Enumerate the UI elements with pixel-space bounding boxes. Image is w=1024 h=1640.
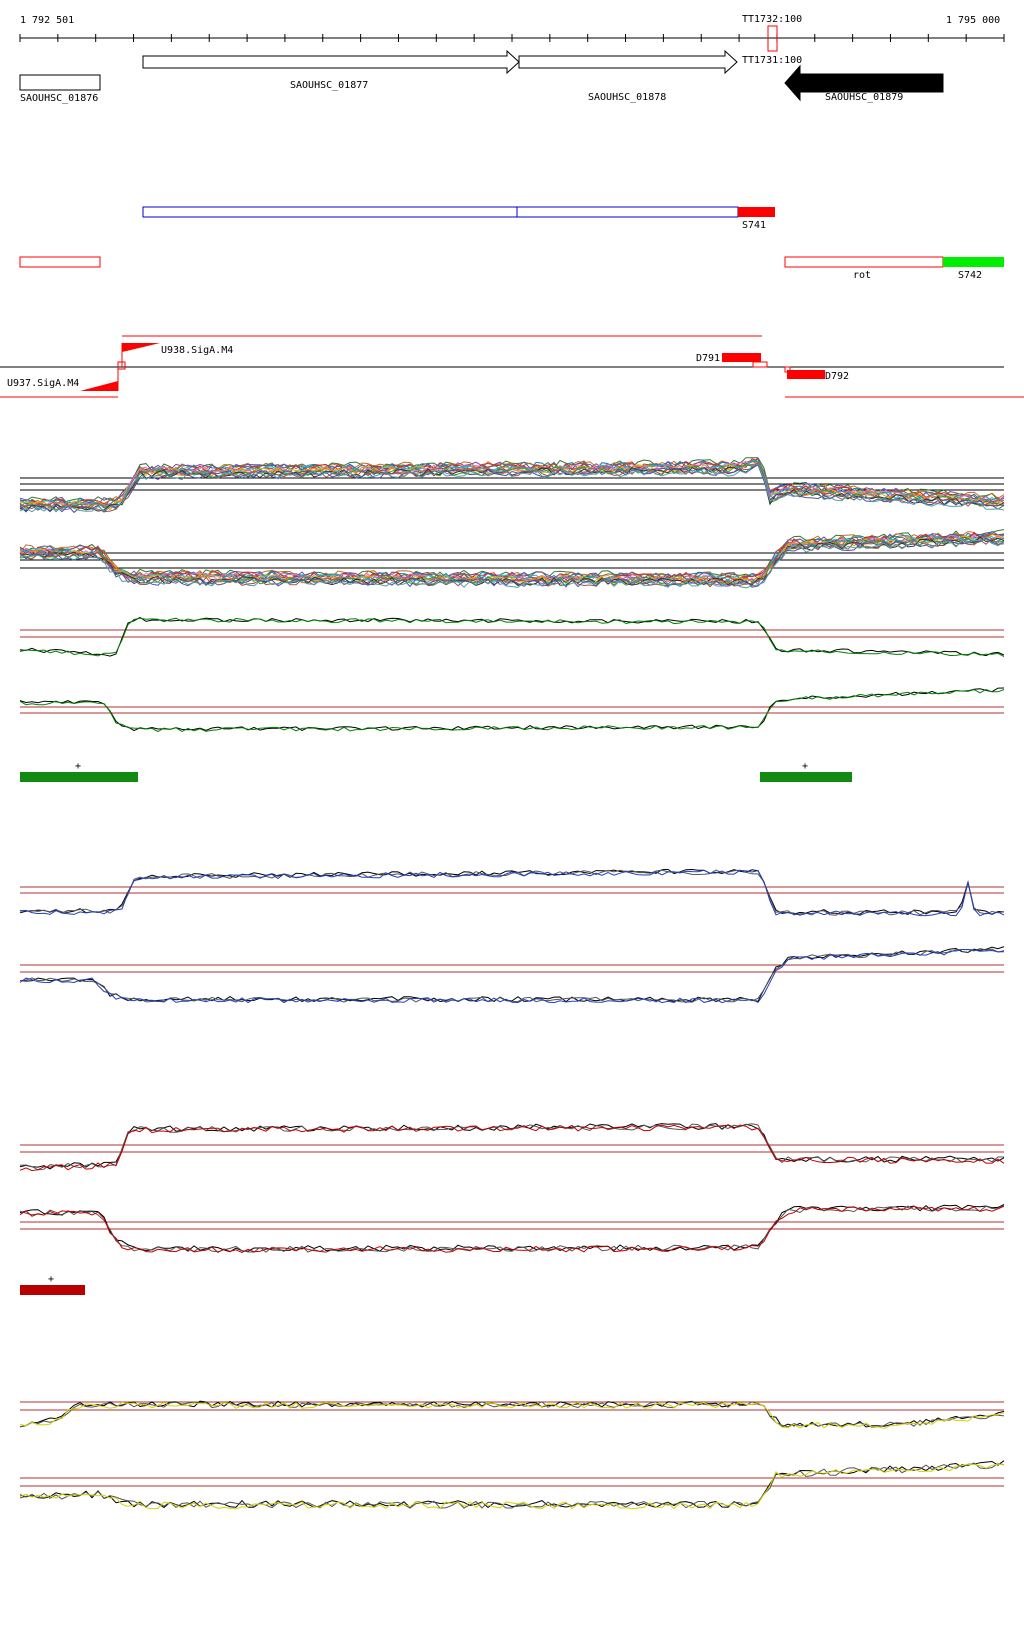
series-line [19, 1460, 1005, 1509]
segment-track: S741 rot S742 [19, 206, 1004, 281]
segment-s742[interactable] [943, 257, 1004, 267]
series-line [19, 1203, 1005, 1253]
segment-s741[interactable] [738, 207, 775, 217]
track-red-plus [19, 1123, 1005, 1172]
series-line [19, 949, 1005, 1004]
segment-red-left[interactable] [19, 256, 101, 268]
promoter-label-u937: U937.SigA.M4 [7, 378, 79, 389]
series-line [19, 1205, 1005, 1253]
segment-blue[interactable] [142, 206, 739, 218]
terminator-label-tt1732: TT1732:100 [742, 14, 802, 25]
track-yellow-plus [19, 1400, 1005, 1429]
series-line [19, 1401, 1005, 1428]
series-line [19, 536, 1005, 585]
series-line [19, 464, 1005, 510]
shift-d792[interactable] [787, 370, 825, 379]
track-multi-plus [19, 457, 1005, 514]
shift-d791[interactable] [722, 353, 761, 362]
ruler-start-label: 1 792 501 [20, 15, 74, 26]
track-green-minus [19, 687, 1005, 733]
gene-saouhsc-01878[interactable] [518, 49, 738, 75]
series-line [19, 1124, 1005, 1172]
shift-label-d792: D792 [825, 371, 849, 382]
green-bar-right[interactable] [760, 772, 852, 782]
track-red-minus [19, 1203, 1005, 1254]
gene-label: SAOUHSC_01877 [290, 80, 368, 91]
gene-label: SAOUHSC_01876 [20, 93, 98, 104]
segment-label-s741: S741 [742, 220, 766, 231]
segment-rot[interactable] [784, 256, 944, 268]
promoter-u938[interactable] [122, 343, 160, 352]
series-line [19, 463, 1005, 514]
gene-label: SAOUHSC_01878 [588, 92, 666, 103]
series-line [19, 537, 1005, 588]
track-blue-minus [19, 946, 1005, 1004]
track-blue-plus [19, 868, 1005, 917]
series-line [19, 947, 1005, 1003]
series-line [19, 532, 1005, 582]
expression-tracks [19, 457, 1005, 1510]
gene-saouhsc-01879[interactable] [784, 64, 944, 102]
terminator-marker[interactable] [767, 25, 778, 52]
green-bar-left[interactable] [20, 772, 138, 782]
series-line [19, 463, 1005, 513]
gene-saouhsc-01877[interactable] [142, 49, 520, 75]
series-line [19, 458, 1005, 506]
promoter-u937[interactable] [80, 381, 118, 391]
series-line [19, 1401, 1005, 1429]
green-bar-marker: + [75, 761, 81, 772]
terminator-label-tt1731: TT1731:100 [742, 55, 802, 66]
series-line [19, 538, 1005, 589]
gene-saouhsc-01876[interactable] [19, 74, 101, 91]
gene-label: SAOUHSC_01879 [825, 92, 903, 103]
ruler-end-label: 1 795 000 [946, 15, 1000, 26]
track-green-plus [19, 616, 1005, 657]
series-line [19, 535, 1005, 584]
series-line [19, 868, 1005, 916]
series-line [19, 1205, 1005, 1254]
segment-label-s742: S742 [958, 270, 982, 281]
series-line [19, 460, 1005, 509]
series-line [19, 617, 1005, 657]
series-line [19, 1463, 1005, 1510]
condition-bars: + + + [20, 761, 852, 1295]
series-line [19, 1123, 1004, 1171]
track-multi-minus [19, 529, 1005, 589]
segment-label-rot: rot [853, 270, 871, 281]
track-yellow-minus [19, 1460, 1005, 1510]
red-bar-marker: + [48, 1274, 54, 1285]
promoter-track: U938.SigA.M4 U937.SigA.M4 D791 D792 [0, 335, 1024, 398]
series-line [19, 869, 1005, 917]
red-bar[interactable] [20, 1285, 85, 1295]
series-line [19, 689, 1005, 733]
coordinate-ruler: 1 792 501 1 795 000 TT1732:100 TT1731:10… [19, 14, 1005, 66]
series-line [19, 687, 1005, 732]
series-line [19, 946, 1005, 1003]
gene-track: SAOUHSC_01876 SAOUHSC_01877 SAOUHSC_0187… [19, 49, 944, 104]
series-line [19, 464, 1005, 512]
green-bar-marker: + [802, 761, 808, 772]
promoter-label-u938: U938.SigA.M4 [161, 345, 233, 356]
shift-label-d791: D791 [696, 353, 720, 364]
